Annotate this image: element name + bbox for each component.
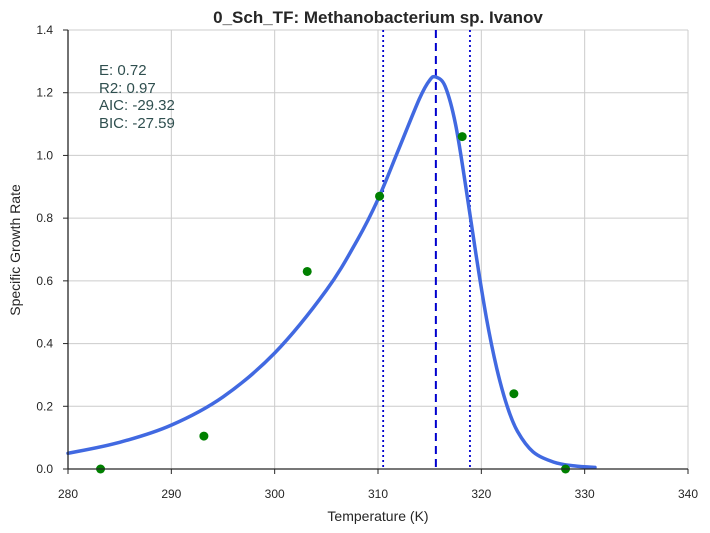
y-tick-label: 0.0	[36, 462, 53, 476]
tick-labels: 280 290 300 310 320 330 340 0.0 0.2 0.4 0.6 0.8 1.0 1…	[36, 23, 698, 501]
data-point	[199, 431, 209, 441]
data-points	[96, 132, 571, 474]
chart-title: 0_Sch_TF: Methanobacterium sp. Ivanov	[213, 8, 543, 27]
x-tick-label: 310	[368, 487, 388, 501]
x-tick-label: 300	[265, 487, 285, 501]
data-point	[302, 266, 312, 276]
y-tick-label: 0.6	[36, 274, 53, 288]
x-tick-label: 290	[161, 487, 181, 501]
x-axis-label: Temperature (K)	[327, 508, 428, 524]
y-tick-label: 1.4	[36, 23, 53, 37]
x-tick-label: 320	[471, 487, 491, 501]
y-tick-label: 0.4	[36, 337, 53, 351]
fit-curve-group	[66, 74, 597, 470]
data-point	[375, 191, 385, 201]
y-tick-label: 1.0	[36, 148, 53, 162]
stats-bic: BIC: -27.59	[99, 115, 175, 132]
y-tick-label: 0.2	[36, 399, 53, 413]
stats-r2: R2: 0.97	[99, 80, 156, 97]
stats-aic: AIC: -29.32	[99, 97, 175, 114]
grid	[67, 29, 689, 470]
y-axis-label: Specific Growth Rate	[7, 184, 23, 316]
y-tick-label: 1.2	[36, 86, 53, 100]
data-point	[509, 389, 519, 399]
stats-e: E: 0.72	[99, 62, 147, 79]
axes	[63, 29, 689, 474]
y-tick-label: 0.8	[36, 211, 53, 225]
x-tick-label: 340	[678, 487, 698, 501]
reference-lines	[382, 30, 471, 469]
data-point	[457, 132, 467, 142]
x-tick-label: 330	[575, 487, 595, 501]
stats-box: E: 0.72 R2: 0.97 AIC: -29.32 BIC: -27.59	[99, 62, 175, 132]
x-tick-label: 280	[58, 487, 78, 501]
fit-curve	[66, 74, 597, 470]
